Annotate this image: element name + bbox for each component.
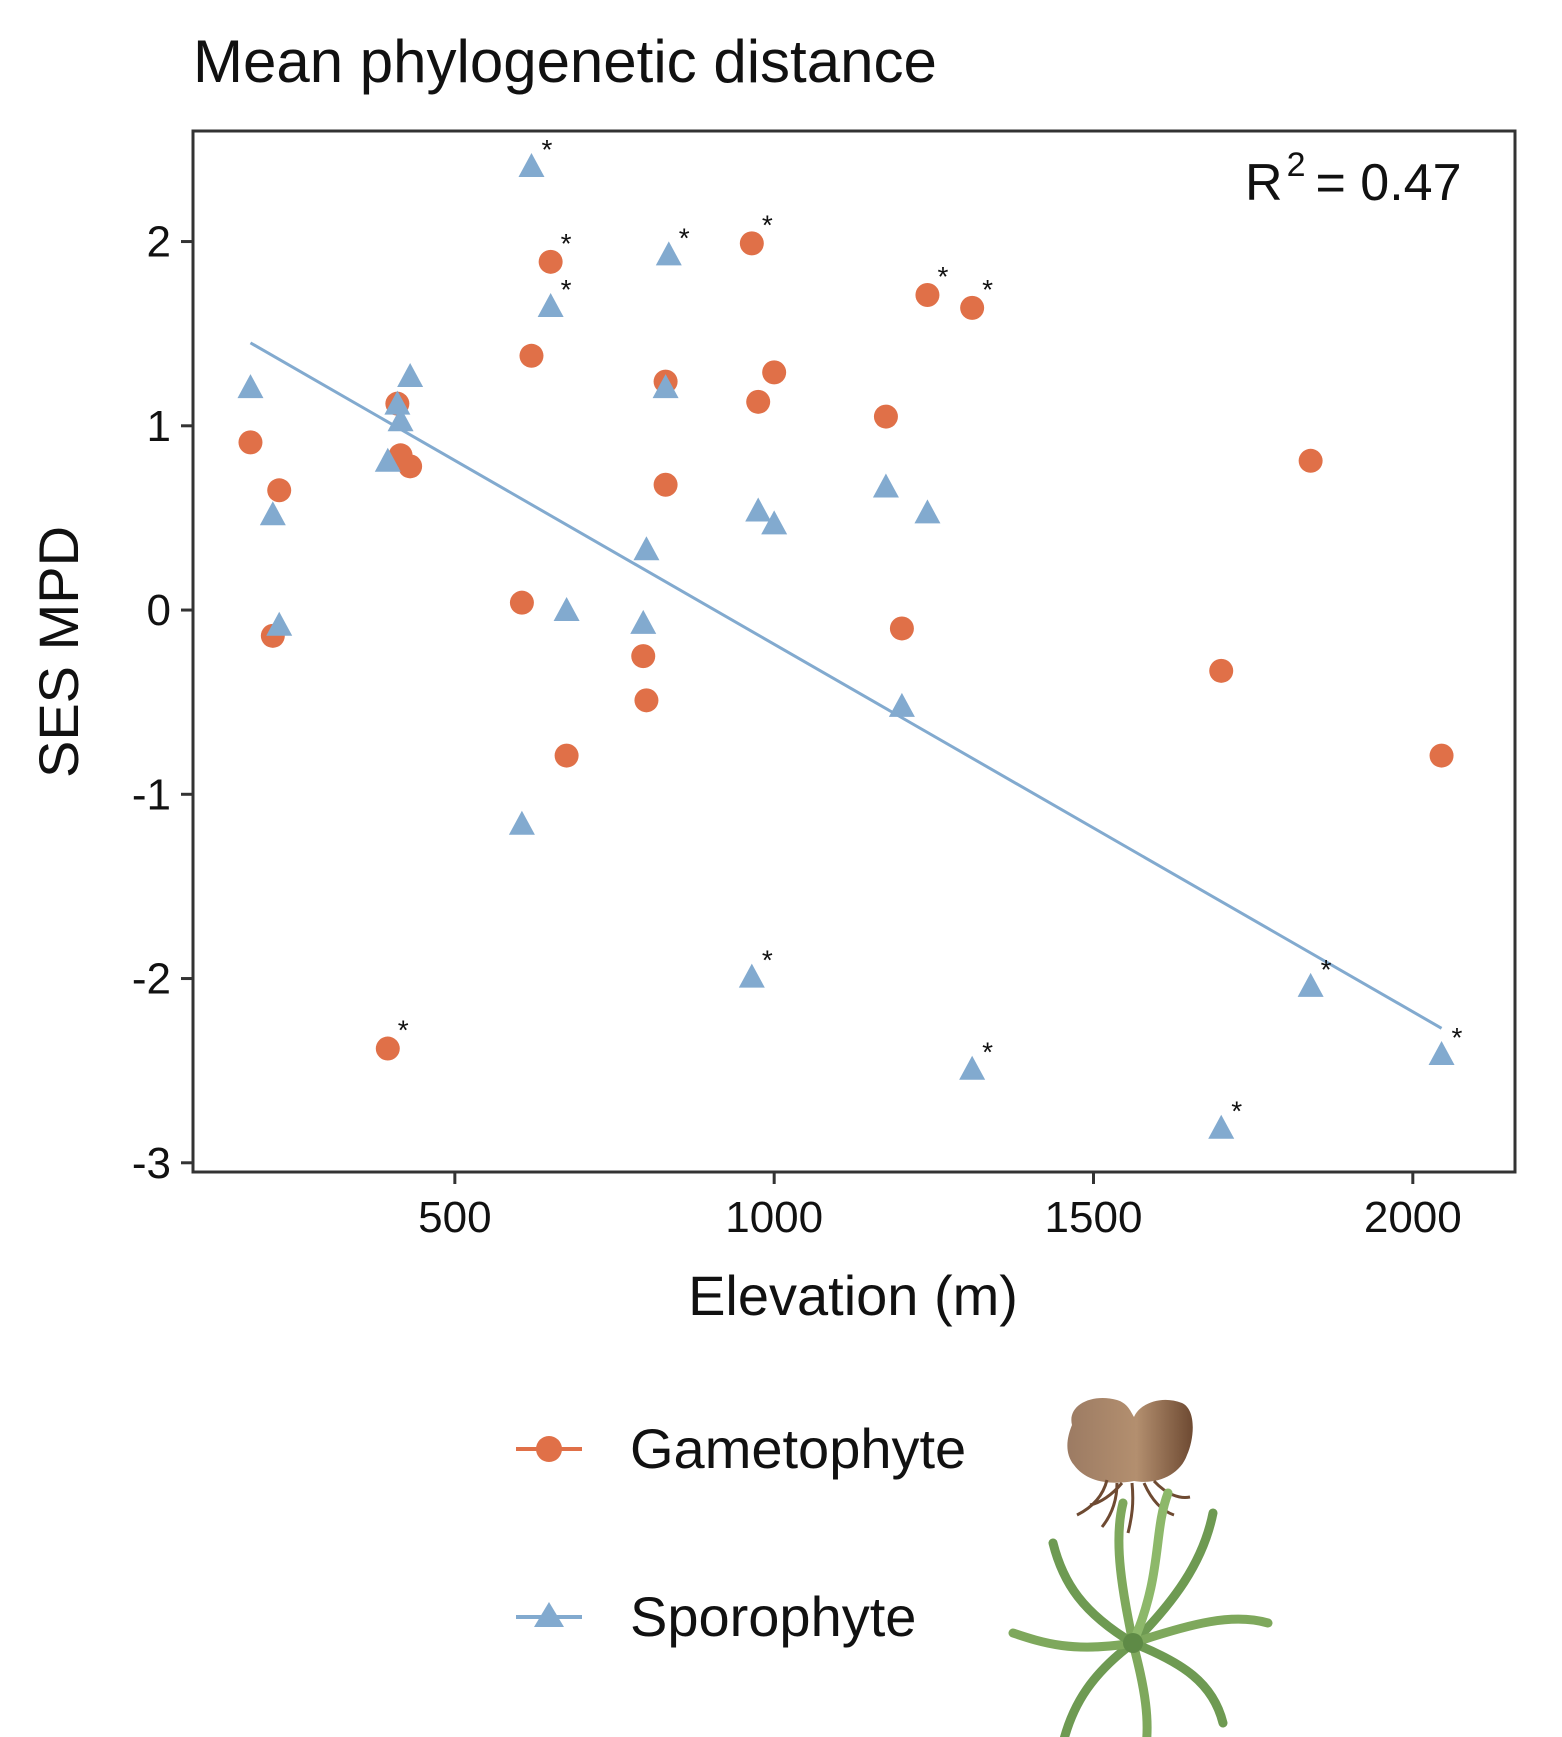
- y-tick-label: -2: [132, 955, 171, 1004]
- sporophyte-point: [518, 152, 545, 177]
- gametophyte-point: [519, 343, 544, 368]
- chart-title: Mean phylogenetic distance: [193, 28, 937, 95]
- significance-asterisk: *: [561, 274, 572, 305]
- significance-asterisk: *: [398, 1015, 409, 1046]
- r-squared-base: R: [1245, 154, 1283, 212]
- sporophyte-point: [633, 536, 660, 561]
- x-tick-label: 2000: [1364, 1193, 1462, 1242]
- sporophyte-point: [1428, 1041, 1455, 1066]
- gametophyte-point: [238, 430, 263, 455]
- legend-item-gametophyte: Gametophyte: [516, 1397, 1193, 1534]
- gametophyte-point: [739, 231, 764, 256]
- gametophyte-point: [653, 472, 678, 497]
- plot-frame: [191, 129, 1517, 1174]
- gametophyte-point: [398, 454, 423, 479]
- y-tick-label: 2: [147, 218, 171, 267]
- legend-label-gametophyte: Gametophyte: [630, 1417, 966, 1480]
- sporophyte-point: [259, 501, 286, 526]
- sporophyte-point: [872, 473, 899, 498]
- y-tick-label: -3: [132, 1139, 171, 1188]
- y-tick-label: -1: [132, 770, 171, 819]
- svg-text:R2= 0.47: R 2 = 0.47: [1245, 146, 1462, 212]
- r-squared-annotation: R 2 = 0.47: [1245, 146, 1462, 212]
- x-tick-label: 500: [418, 1193, 491, 1242]
- gametophyte-point: [960, 295, 985, 320]
- sporophyte-point: [652, 374, 679, 399]
- sporophyte-point: [914, 499, 941, 524]
- significance-asterisk: *: [1231, 1096, 1242, 1127]
- sporophyte-point: [397, 363, 424, 388]
- sporophyte-point: [959, 1055, 986, 1080]
- sporophyte-point: [888, 692, 915, 717]
- x-tick-label: 1500: [1045, 1193, 1143, 1242]
- r-squared-value: = 0.47: [1315, 154, 1461, 212]
- significance-asterisk: *: [1452, 1022, 1463, 1053]
- x-tick-label: 1000: [725, 1193, 823, 1242]
- significance-asterisk: *: [937, 261, 948, 292]
- y-tick-label: 0: [147, 586, 171, 635]
- significance-asterisk: *: [982, 1037, 993, 1068]
- sporophyte-point: [655, 241, 682, 266]
- gametophyte-point: [631, 644, 656, 669]
- sporophyte-point: [745, 497, 772, 522]
- sporophyte-point: [508, 810, 535, 835]
- gametophyte-point: [375, 1036, 400, 1061]
- significance-asterisk: *: [762, 209, 773, 240]
- legend-marker-sporophyte: [534, 1602, 564, 1627]
- gametophyte-point: [538, 249, 563, 274]
- sporophyte-point: [738, 963, 765, 988]
- sporophyte-point: [1208, 1114, 1235, 1139]
- sporophyte-point: [553, 597, 580, 622]
- gametophyte-point: [634, 688, 659, 713]
- sporophyte-point: [384, 390, 411, 415]
- legend: Gametophyte Sporophyte: [516, 1397, 1273, 1737]
- gametophyte-point: [1209, 658, 1234, 683]
- legend-item-sporophyte: Sporophyte: [516, 1488, 1273, 1737]
- gametophyte-point: [509, 590, 534, 615]
- sporophyte-point: [1297, 972, 1324, 997]
- significance-asterisk: *: [762, 945, 773, 976]
- plot-area: 500 1000 1500 2000 2 1 0 -1 -2 -3 * * * * * * * * * * * * *: [132, 129, 1517, 1242]
- significance-asterisk: *: [982, 274, 993, 305]
- y-axis-title: SES MPD: [27, 526, 90, 778]
- r-squared-superscript: 2: [1287, 146, 1306, 184]
- sporophyte-point: [266, 611, 293, 636]
- sporophyte-point: [761, 510, 788, 535]
- significance-asterisk: *: [1321, 954, 1332, 985]
- significance-asterisk: *: [561, 228, 572, 259]
- gametophyte-point: [1298, 448, 1323, 473]
- y-tick-label: 1: [147, 402, 171, 451]
- significance-asterisk: *: [679, 222, 690, 253]
- gametophyte-point: [554, 743, 579, 768]
- sporophyte-point: [630, 609, 657, 634]
- sporophyte-point: [237, 374, 264, 399]
- sporophyte-point: [374, 447, 401, 472]
- gametophyte-point: [915, 282, 940, 307]
- gametophyte-point: [746, 389, 771, 414]
- legend-label-sporophyte: Sporophyte: [630, 1585, 916, 1648]
- significance-asterisk: *: [541, 134, 552, 165]
- gametophyte-point: [889, 616, 914, 641]
- gametophyte-icon: [1067, 1397, 1193, 1534]
- legend-marker-gametophyte: [536, 1436, 562, 1462]
- gametophyte-point: [873, 404, 898, 429]
- sporophyte-point: [537, 292, 564, 317]
- gametophyte-point: [762, 360, 787, 385]
- sporophyte-point: [387, 407, 414, 432]
- gametophyte-point: [1429, 743, 1454, 768]
- gametophyte-point: [267, 478, 292, 503]
- fern-icon: [1008, 1488, 1273, 1737]
- x-axis-title: Elevation (m): [688, 1264, 1018, 1327]
- sporophyte-trendline: [249, 341, 1443, 1030]
